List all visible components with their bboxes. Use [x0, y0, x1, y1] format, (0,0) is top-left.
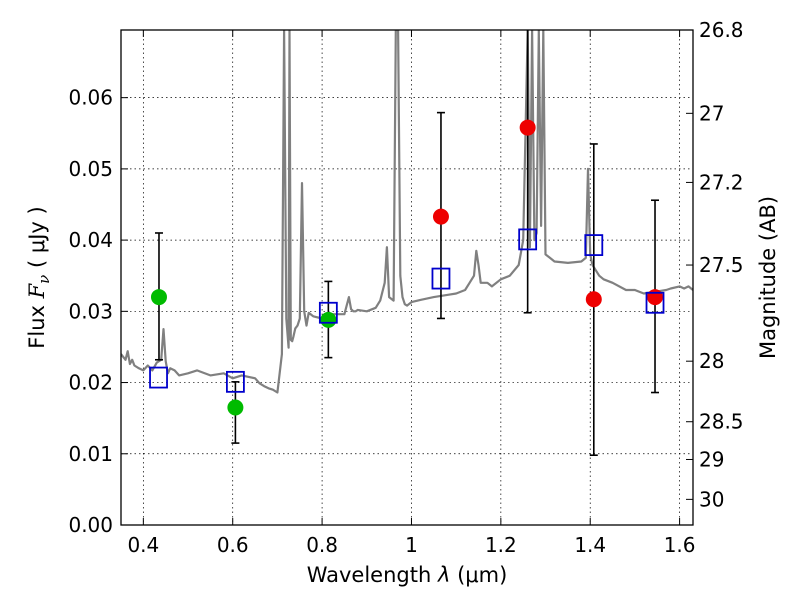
model_photometry-square-3 — [431, 267, 451, 290]
y-tick-label-1: 0.01 — [68, 442, 113, 466]
x-axis-label: Wavelength λ (μm) — [307, 563, 508, 587]
x-tick-label-1: 0.6 — [217, 533, 249, 557]
plot-frame — [120, 29, 694, 526]
model_photometry-square-1 — [225, 370, 245, 393]
model_photometry-square-2 — [318, 301, 338, 324]
y2-tick-label-3: 27.5 — [699, 253, 744, 277]
x-tick-label-5: 1.4 — [574, 533, 606, 557]
x-tick-label-2: 0.8 — [306, 533, 338, 557]
model_photometry-square-6 — [645, 291, 665, 314]
x-tick-label-3: 1 — [405, 533, 418, 557]
y-axis-label: Flux Fν ( μJy ) — [25, 206, 53, 348]
y2-tick-label-5: 28.5 — [699, 410, 744, 434]
x-tick-label-0: 0.4 — [127, 533, 159, 557]
y2-tick-label-2: 27.2 — [699, 170, 744, 194]
y2-tick-label-1: 27 — [699, 101, 724, 125]
y-tick-label-0: 0.00 — [68, 513, 113, 537]
observed_green-point-2 — [320, 311, 337, 328]
data-markers — [149, 119, 665, 416]
y-tick-label-3: 0.03 — [68, 299, 113, 323]
x-tick-label-6: 1.6 — [664, 533, 696, 557]
observed_red-point-0 — [432, 208, 449, 225]
model_photometry-square-0 — [149, 366, 168, 389]
y2-tick-label-4: 28 — [699, 349, 724, 373]
y2-axis-label: Magnitude (AB) — [756, 196, 780, 359]
observed_green-point-0 — [150, 289, 167, 306]
y-tick-label-2: 0.02 — [68, 371, 113, 395]
grid — [121, 30, 693, 525]
observed_red-point-1 — [519, 119, 536, 136]
y2-tick-label-0: 26.8 — [699, 18, 744, 42]
observed_red-point-2 — [585, 291, 602, 308]
tick-labels: 0.4 0.6 0.8 1 1.2 1.4 1.6 0.00 0.01 0.02 0.03 0.04 0… — [68, 18, 743, 557]
model_photometry-square-5 — [584, 234, 604, 256]
y-tick-label-6: 0.06 — [68, 86, 113, 110]
observed_red-point-3 — [647, 289, 664, 306]
axis-ticks — [121, 29, 693, 526]
model-spectrum-line — [121, 30, 693, 394]
y2-tick-label-6: 29 — [699, 447, 724, 471]
model-spectrum — [121, 30, 693, 394]
y-tick-label-4: 0.04 — [68, 228, 113, 252]
y2-tick-label-7: 30 — [699, 487, 724, 511]
x-tick-label-4: 1.2 — [485, 533, 517, 557]
y-tick-label-5: 0.05 — [68, 157, 113, 181]
model_photometry-square-4 — [518, 228, 538, 251]
observed_green-point-1 — [227, 399, 244, 416]
